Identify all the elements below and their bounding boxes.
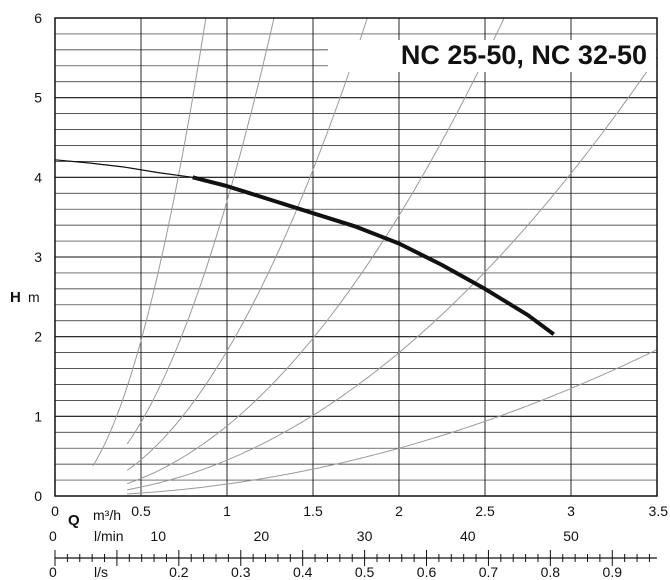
system-curve-line — [92, 17, 207, 467]
system-curve-line — [127, 56, 658, 491]
y-tick-label: 0 — [34, 488, 42, 504]
y-axis-ticks: 0 1 2 3 4 5 6 — [34, 10, 42, 504]
y-tick-label: 5 — [34, 90, 42, 106]
ls-tick-label: 0.5 — [355, 564, 375, 580]
lmin-axis: 0 10 20 30 40 50 — [49, 528, 579, 544]
major-grid — [55, 18, 657, 496]
pump-curves — [54, 159, 555, 336]
x-axis-ticks: 0 0.5 1 1.5 2 2.5 3 3.5 — [51, 503, 668, 519]
y-axis-symbol: H — [10, 289, 21, 306]
pump-curve-extension-line — [54, 159, 193, 178]
y-tick-label: 1 — [34, 408, 42, 424]
y-axis-unit: m — [28, 289, 40, 305]
ls-axis: 0 0.2 0.3 0.4 0.5 0.6 0.7 0.8 0.9 — [49, 550, 657, 580]
system-curve-line — [126, 17, 275, 445]
lmin-tick-label: 30 — [357, 528, 373, 544]
y-tick-label: 3 — [34, 249, 42, 265]
lmin-tick-label: 20 — [254, 528, 270, 544]
x-axis-unit: m³/h — [93, 507, 121, 523]
ls-tick-label: 0.6 — [417, 564, 437, 580]
y-tick-label: 2 — [34, 329, 42, 345]
ls-tick-label: 0.7 — [479, 564, 499, 580]
x-tick-label: 0.5 — [131, 503, 151, 519]
ls-tick-label: 0.4 — [293, 564, 313, 580]
chart-title: NC 25-50, NC 32-50 — [401, 40, 647, 70]
y-tick-label: 6 — [34, 10, 42, 26]
system-curves — [92, 17, 658, 495]
x-tick-label: 2.5 — [475, 503, 495, 519]
x-tick-label: 1 — [223, 503, 231, 519]
ls-tick-label: 0.2 — [169, 564, 189, 580]
ls-axis-unit: l/s — [94, 564, 108, 580]
chart-title-background — [328, 40, 656, 72]
system-curve-line — [127, 349, 658, 495]
system-curve-line — [126, 17, 368, 471]
x-tick-label: 2 — [395, 503, 403, 519]
y-tick-label: 4 — [34, 169, 42, 185]
x-tick-label: 1.5 — [303, 503, 323, 519]
lmin-tick-label: 10 — [150, 528, 166, 544]
lmin-tick-label: 0 — [49, 528, 57, 544]
x-tick-label: 0 — [51, 503, 59, 519]
ls-tick-label: 0.8 — [541, 564, 561, 580]
ls-tick-label: 0.9 — [603, 564, 623, 580]
x-tick-label: 3.5 — [649, 503, 669, 519]
ls-tick-label: 0 — [49, 564, 57, 580]
plot-frame — [54, 17, 658, 497]
ls-tick-label: 0.3 — [231, 564, 251, 580]
lmin-tick-label: 40 — [460, 528, 476, 544]
pump-curve-line — [192, 175, 555, 336]
lmin-tick-label: 50 — [563, 528, 579, 544]
x-axis-symbol: Q — [68, 512, 80, 529]
lmin-axis-unit: l/min — [94, 528, 124, 544]
x-tick-label: 3 — [567, 503, 575, 519]
system-curve-line — [127, 17, 505, 485]
